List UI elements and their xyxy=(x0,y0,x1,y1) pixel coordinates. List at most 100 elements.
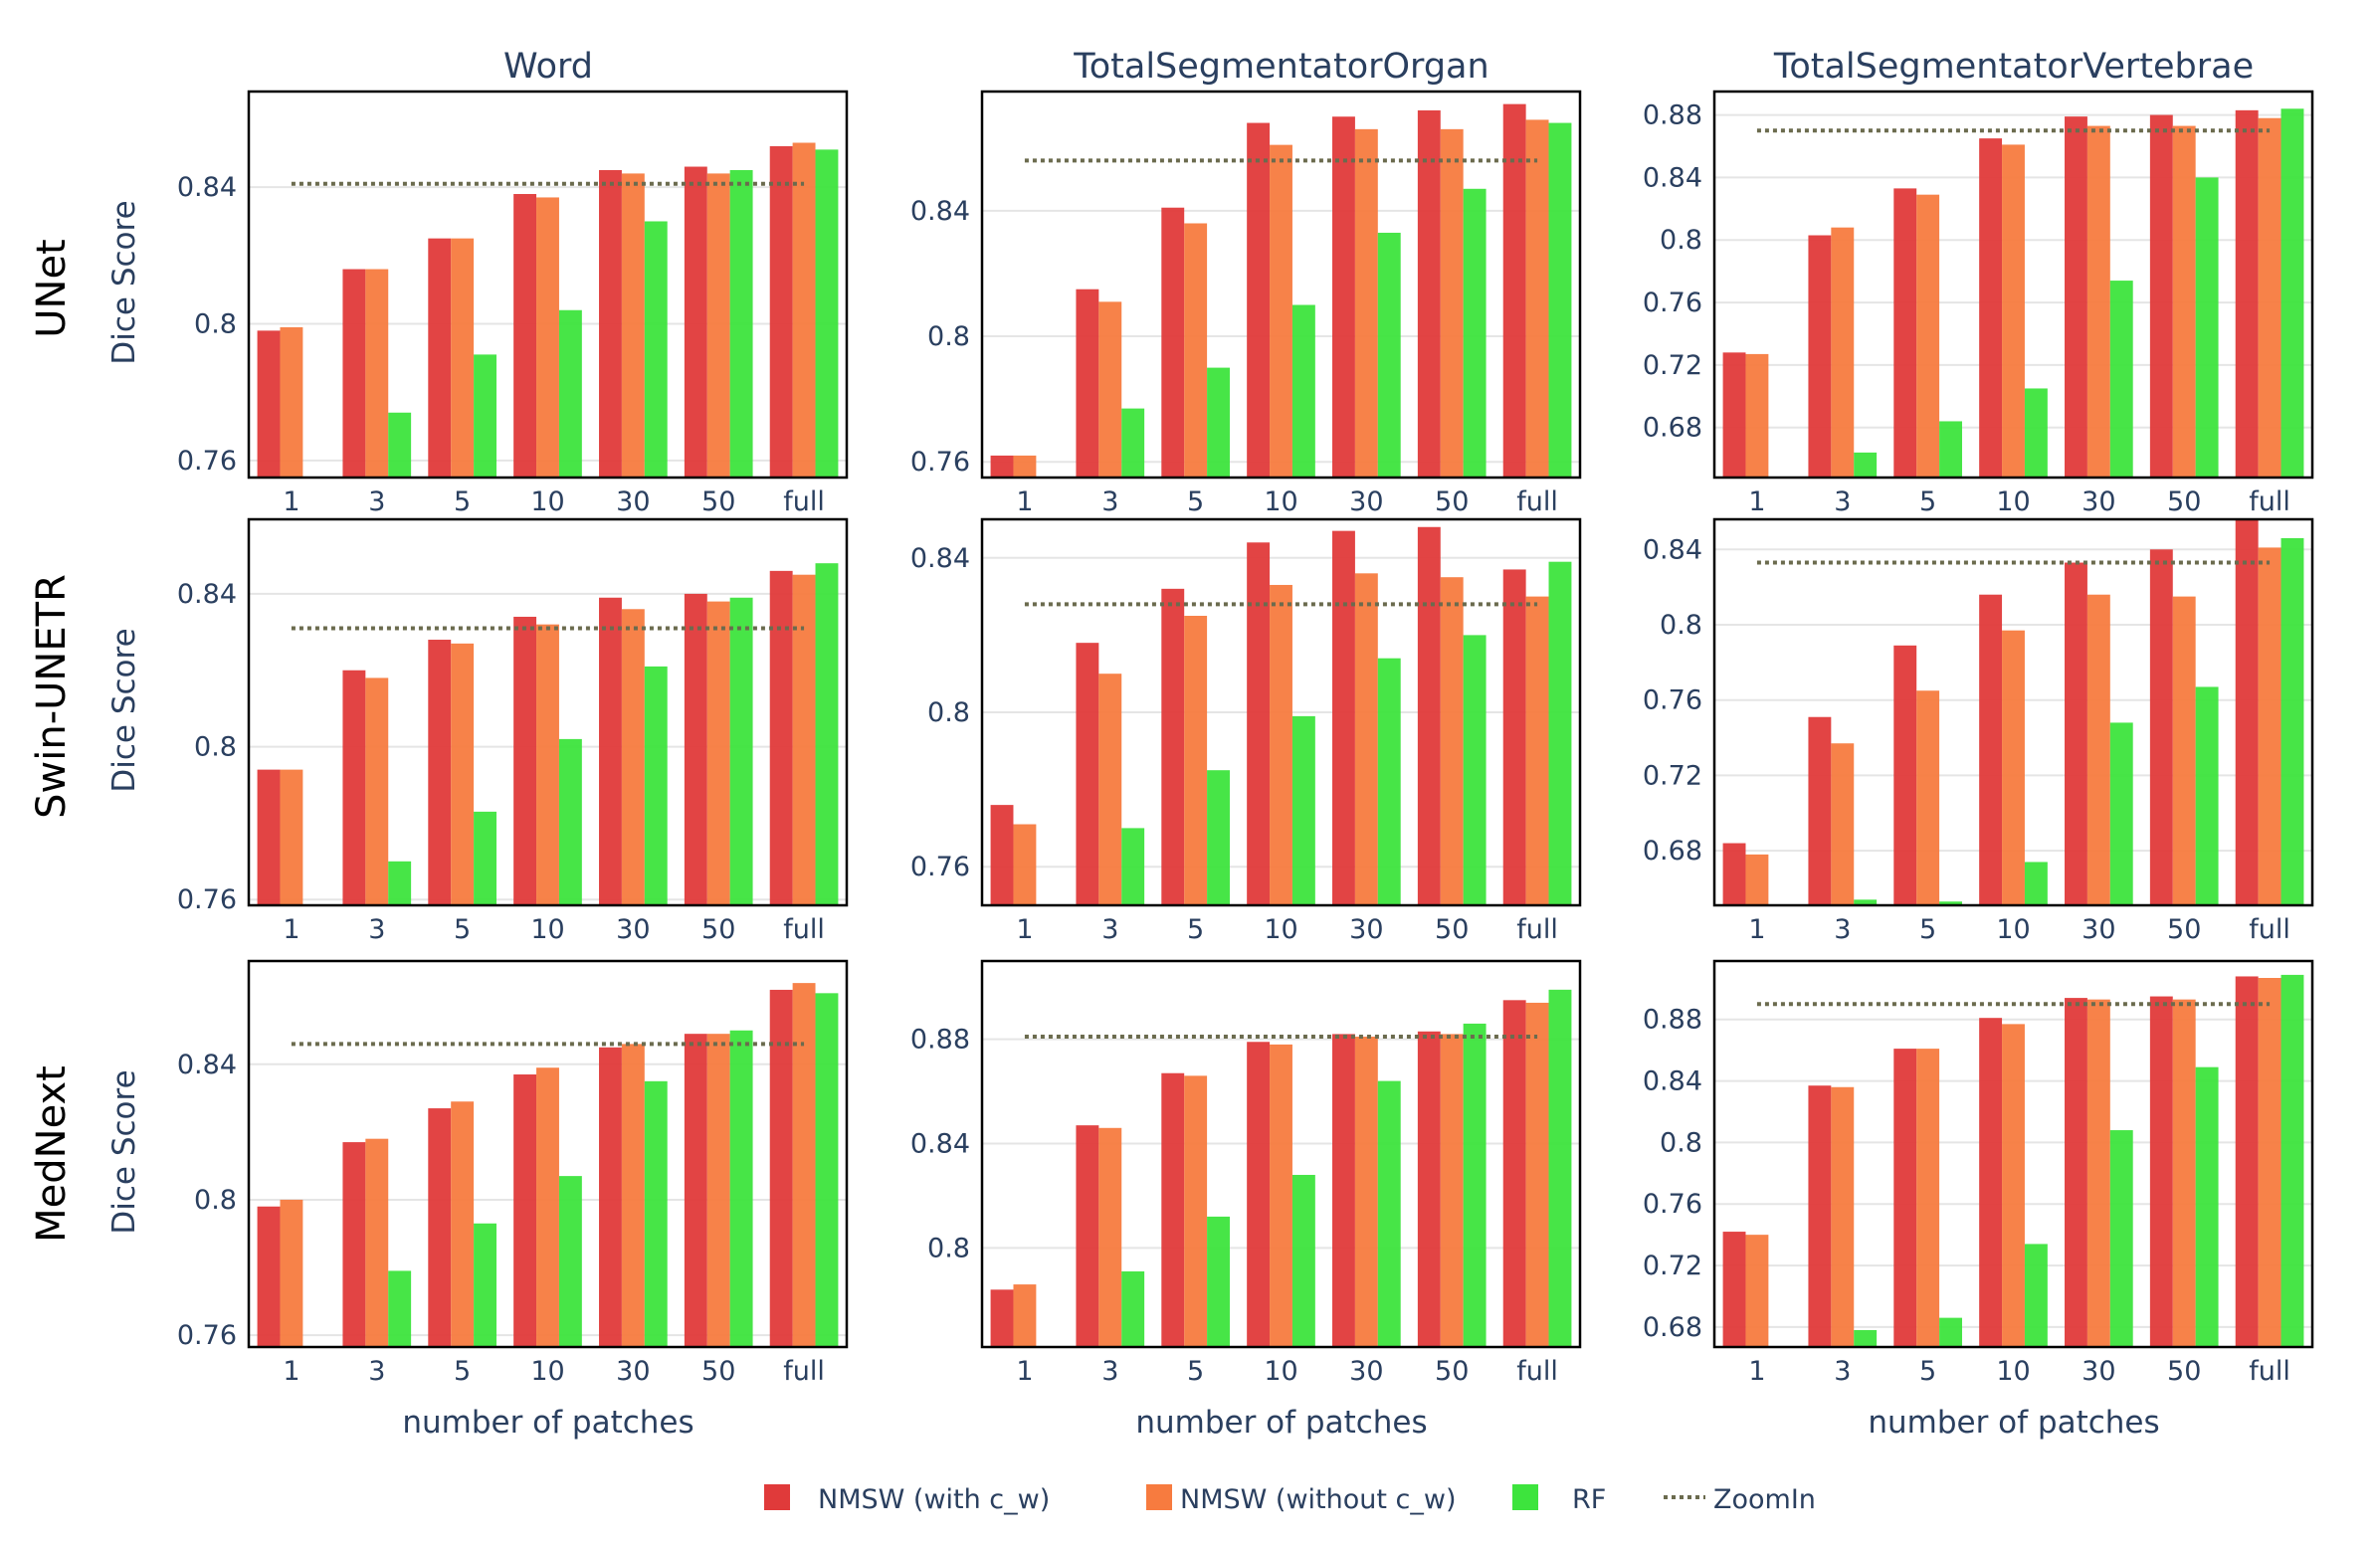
bar-rf-5 xyxy=(1939,1318,1962,1347)
legend-label-nmsw-with-cw: NMSW (with c_w) xyxy=(818,1484,1050,1515)
bar-nmsw-with-c-w-50 xyxy=(2150,997,2173,1347)
bar-nmsw-with-c-w-full xyxy=(1503,104,1526,478)
bar-nmsw-with-c-w-full xyxy=(1503,1000,1526,1347)
x-tick-label-10: 10 xyxy=(530,1356,564,1387)
bar-rf-5 xyxy=(474,812,496,905)
bar-nmsw-with-c-w-full xyxy=(2236,110,2259,478)
bar-nmsw-with-c-w-5 xyxy=(428,640,451,905)
y-tick-label: 0.84 xyxy=(1643,1066,1702,1097)
bar-nmsw-without-c-w-3 xyxy=(365,1139,388,1347)
row-label-mednext: MedNext xyxy=(29,1065,75,1243)
column-title-word: Word xyxy=(503,47,593,87)
row-label-unet: UNet xyxy=(29,239,75,338)
bar-rf-3 xyxy=(388,862,411,905)
x-tick-label-1: 1 xyxy=(1748,486,1765,517)
row-labels: UNet Swin-UNETR MedNext xyxy=(29,239,75,1243)
bar-nmsw-without-c-w-50 xyxy=(2173,1000,2196,1347)
y-tick-label: 0.8 xyxy=(194,732,237,763)
x-tick-label-1: 1 xyxy=(1016,1356,1033,1387)
bar-nmsw-without-c-w-50 xyxy=(707,173,730,478)
bar-nmsw-with-c-w-30 xyxy=(599,1048,622,1347)
bar-nmsw-without-c-w-3 xyxy=(1098,301,1121,478)
panel-mednext-vertebrae: 0.680.720.760.80.840.881 3 5 10 30 50 full xyxy=(1643,961,2312,1387)
x-tick-label-1: 1 xyxy=(283,486,299,517)
row-label-swin-unetr: Swin-UNETR xyxy=(29,574,75,819)
panel-swin-unetr-vertebrae: 0.680.720.760.80.841 3 5 10 30 50 full xyxy=(1643,519,2312,945)
bar-nmsw-with-c-w-30 xyxy=(599,170,622,478)
bar-nmsw-without-c-w-1 xyxy=(1745,855,1768,905)
y-tick-label: 0.88 xyxy=(1643,100,1702,131)
y-tick-label: 0.76 xyxy=(177,1320,237,1351)
bar-rf-full xyxy=(2281,108,2304,478)
bar-nmsw-with-c-w-1 xyxy=(1723,844,1746,905)
bar-rf-3 xyxy=(388,1270,411,1347)
bar-nmsw-with-c-w-3 xyxy=(342,270,365,478)
y-tick-label: 0.8 xyxy=(927,697,970,728)
y-tick-label: 0.76 xyxy=(1643,1189,1702,1220)
x-tick-label-30: 30 xyxy=(616,486,650,517)
bar-nmsw-with-c-w-50 xyxy=(2150,115,2173,478)
x-tick-label-3: 3 xyxy=(1101,914,1118,945)
legend-swatch-nmsw-with-cw xyxy=(764,1484,790,1510)
bar-rf-3 xyxy=(1854,1330,1877,1347)
bar-rf-3 xyxy=(1121,828,1144,905)
x-tick-label-5: 5 xyxy=(1919,486,1936,517)
bar-nmsw-with-c-w-30 xyxy=(2065,563,2087,905)
bar-rf-30 xyxy=(2110,281,2133,478)
bar-rf-full xyxy=(2281,975,2304,1347)
bar-nmsw-without-c-w-10 xyxy=(1270,1045,1292,1347)
y-tick-label: 0.72 xyxy=(1643,350,1702,381)
panel-mednext-organ: 0.8 0.84 0.88 1 3 5 10 30 50 full xyxy=(910,961,1580,1387)
legend-label-nmsw-without-cw: NMSW (without c_w) xyxy=(1180,1484,1457,1515)
bar-nmsw-with-c-w-full xyxy=(770,990,793,1347)
bar-nmsw-with-c-w-10 xyxy=(513,617,536,905)
bar-nmsw-without-c-w-10 xyxy=(1270,585,1292,905)
bar-rf-10 xyxy=(2025,862,2048,905)
bar-nmsw-without-c-w-5 xyxy=(451,644,474,905)
x-tick-label-full: full xyxy=(783,486,825,517)
y-tick-label: 0.68 xyxy=(1643,413,1702,444)
bar-nmsw-without-c-w-5 xyxy=(1184,223,1207,478)
bar-nmsw-with-c-w-1 xyxy=(991,1289,1014,1347)
y-tick-label: 0.84 xyxy=(910,543,970,574)
y-tick-label: 0.8 xyxy=(194,1185,237,1216)
x-tick-label-5: 5 xyxy=(1919,1356,1936,1387)
bar-rf-50 xyxy=(2196,1067,2219,1347)
bar-rf-5 xyxy=(1939,421,1962,478)
bar-rf-30 xyxy=(645,221,668,478)
x-tick-label-3: 3 xyxy=(1834,1356,1851,1387)
x-tick-label-50: 50 xyxy=(1435,914,1469,945)
x-tick-label-30: 30 xyxy=(2082,1356,2115,1387)
bar-nmsw-without-c-w-full xyxy=(2259,118,2281,478)
bar-nmsw-with-c-w-3 xyxy=(342,1142,365,1347)
bar-nmsw-without-c-w-3 xyxy=(1098,1128,1121,1347)
bar-nmsw-without-c-w-50 xyxy=(1441,129,1464,478)
bar-nmsw-without-c-w-full xyxy=(1526,1003,1549,1347)
x-tick-label-5: 5 xyxy=(1919,914,1936,945)
bar-rf-50 xyxy=(2196,177,2219,478)
bar-nmsw-without-c-w-3 xyxy=(1831,228,1854,478)
column-titles: Word TotalSegmentatorOrgan TotalSegmenta… xyxy=(503,47,2254,87)
bar-nmsw-without-c-w-1 xyxy=(1013,825,1036,905)
bar-nmsw-without-c-w-5 xyxy=(1916,195,1939,478)
bar-nmsw-without-c-w-5 xyxy=(1184,616,1207,905)
x-tick-label-50: 50 xyxy=(1435,1356,1469,1387)
y-tick-label: 0.88 xyxy=(1643,1005,1702,1036)
bar-rf-10 xyxy=(1292,716,1315,905)
x-tick-label-full: full xyxy=(783,1356,825,1387)
y-tick-label: 0.84 xyxy=(1643,534,1702,565)
x-tick-label-10: 10 xyxy=(1264,914,1297,945)
x-tick-label-5: 5 xyxy=(1187,1356,1204,1387)
bar-nmsw-with-c-w-1 xyxy=(1723,1232,1746,1347)
x-tick-label-10: 10 xyxy=(530,486,564,517)
bar-nmsw-with-c-w-1 xyxy=(1723,352,1746,478)
bar-rf-full xyxy=(1549,123,1572,478)
y-tick-label: 0.84 xyxy=(177,1050,237,1080)
y-tick-label: 0.8 xyxy=(927,1233,970,1263)
bar-rf-10 xyxy=(1292,1175,1315,1347)
bar-nmsw-without-c-w-30 xyxy=(622,1044,645,1347)
bar-rf-30 xyxy=(2110,1130,2133,1347)
bar-nmsw-with-c-w-50 xyxy=(1418,110,1441,478)
bar-nmsw-without-c-w-50 xyxy=(1441,577,1464,905)
bar-nmsw-with-c-w-3 xyxy=(1076,643,1098,905)
